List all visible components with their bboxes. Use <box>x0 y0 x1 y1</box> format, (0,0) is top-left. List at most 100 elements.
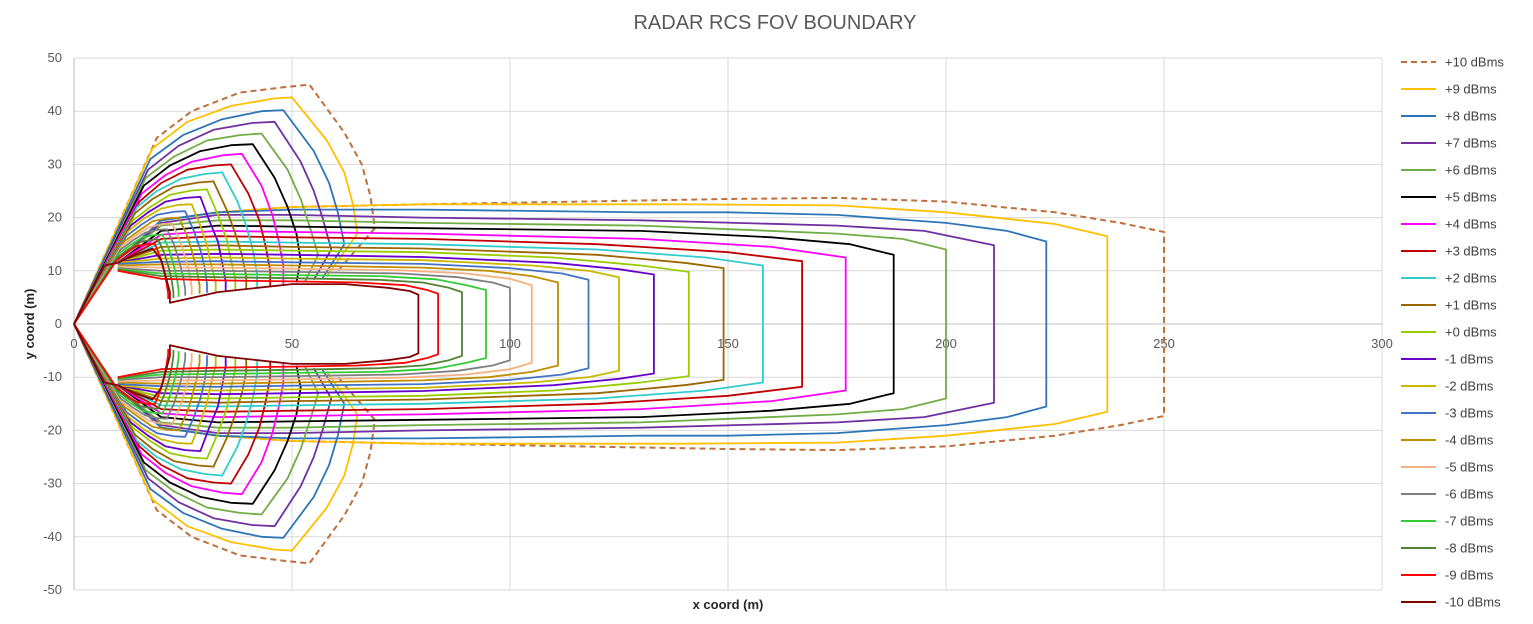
legend-label: -8 dBms <box>1445 541 1494 556</box>
series-minus8-dbms <box>73 238 463 410</box>
series-short-lobe-upper <box>73 109 346 325</box>
series-plus4-dbms <box>73 152 847 496</box>
series-short-lobe-lower <box>73 323 201 432</box>
series-wide-beam <box>116 203 1109 445</box>
series-wide-beam <box>117 260 590 388</box>
series-lines <box>73 83 1165 565</box>
legend-label: -3 dBms <box>1445 406 1494 421</box>
x-tick-label: 250 <box>1153 336 1175 351</box>
y-tick-label: -50 <box>43 582 62 597</box>
legend-item: -2 dBms <box>1401 379 1494 394</box>
x-tick-labels: 0 50 100 150 200 250 300 <box>70 336 1392 351</box>
legend-item: +2 dBms <box>1401 271 1497 286</box>
legend-item: -7 dBms <box>1401 514 1494 529</box>
legend-item: +3 dBms <box>1401 244 1497 259</box>
series-plus6-dbms <box>73 132 947 516</box>
legend-label: -9 dBms <box>1445 568 1494 583</box>
legend-item: +1 dBms <box>1401 298 1497 313</box>
legend-label: +7 dBms <box>1445 136 1497 151</box>
y-tick-label: 50 <box>48 50 62 65</box>
legend-label: +4 dBms <box>1445 217 1497 232</box>
series-wide-beam <box>117 219 947 429</box>
legend-label: -7 dBms <box>1445 514 1494 529</box>
series-plus10-dbms <box>73 83 1165 565</box>
series-wide-beam <box>117 268 463 380</box>
series-wide-beam <box>116 208 1048 440</box>
series-wide-beam <box>117 256 620 392</box>
series-short-lobe-upper <box>73 195 227 325</box>
legend-label: +9 dBms <box>1445 82 1497 97</box>
series-short-lobe-lower <box>73 323 346 539</box>
legend-label: +0 dBms <box>1445 325 1497 340</box>
legend-item: +9 dBms <box>1401 82 1497 97</box>
series-wide-beam <box>117 265 533 383</box>
chart-title: RADAR RCS FOV BOUNDARY <box>633 12 916 34</box>
legend-item: -10 dBms <box>1401 595 1501 610</box>
legend-label: -4 dBms <box>1445 433 1494 448</box>
series-short-lobe-upper <box>73 228 187 325</box>
series-minus7-dbms <box>73 233 487 415</box>
series-wide-beam <box>117 269 440 379</box>
legend-item: +8 dBms <box>1401 109 1497 124</box>
series-short-lobe-upper <box>73 233 180 325</box>
series-short-lobe-upper <box>73 216 201 325</box>
series-short-lobe-lower <box>73 323 193 426</box>
legend-item: -4 dBms <box>1401 433 1494 448</box>
series-plus0-dbms <box>73 188 690 460</box>
series-short-lobe-lower <box>73 323 106 383</box>
series-wide-beam <box>117 252 655 396</box>
x-tick-label: 150 <box>717 336 739 351</box>
legend-label: +10 dBms <box>1445 55 1504 70</box>
series-short-lobe-upper <box>73 242 170 325</box>
series-short-lobe-lower <box>73 323 359 552</box>
series-wide-beam <box>117 244 725 404</box>
series-short-lobe-lower <box>73 323 333 528</box>
legend-label: +6 dBms <box>1445 163 1497 178</box>
series-wide-beam <box>117 248 690 400</box>
x-tick-label: 300 <box>1371 336 1393 351</box>
series-plus7-dbms <box>73 120 995 528</box>
series-wide-beam <box>117 267 511 381</box>
series-short-lobe-lower <box>73 323 237 460</box>
legend-label: -5 dBms <box>1445 460 1494 475</box>
series-wide-beam <box>104 247 420 401</box>
legend-item: -9 dBms <box>1401 568 1494 583</box>
y-tick-labels: 50 40 30 20 10 0 -10 -20 -30 -40 -50 <box>43 50 62 597</box>
series-short-lobe-upper <box>73 222 193 325</box>
y-axis-label: y coord (m) <box>22 289 37 360</box>
series-minus6-dbms <box>73 228 511 420</box>
series-wide-beam <box>117 240 764 408</box>
legend-item: +5 dBms <box>1401 190 1497 205</box>
series-short-lobe-lower <box>73 323 227 453</box>
legend-item: +7 dBms <box>1401 136 1497 151</box>
series-wide-beam <box>117 229 847 419</box>
legend-label: +3 dBms <box>1445 244 1497 259</box>
series-wide-beam <box>117 224 895 424</box>
legend-label: -2 dBms <box>1445 379 1494 394</box>
series-short-lobe-lower <box>73 323 285 496</box>
y-tick-label: -20 <box>43 422 62 437</box>
series-short-lobe-upper <box>73 188 237 325</box>
series-wide-beam <box>117 213 995 435</box>
legend-item: -8 dBms <box>1401 541 1494 556</box>
series-plus8-dbms <box>73 109 1048 539</box>
y-tick-label: 30 <box>48 156 62 171</box>
legend-label: +5 dBms <box>1445 190 1497 205</box>
y-tick-label: 0 <box>55 316 62 331</box>
y-tick-label: -10 <box>43 369 62 384</box>
legend-item: -6 dBms <box>1401 487 1494 502</box>
x-tick-label: 0 <box>70 336 77 351</box>
series-short-lobe-lower <box>73 323 376 565</box>
legend-label: -1 dBms <box>1445 352 1494 367</box>
x-axis-label: x coord (m) <box>693 597 764 612</box>
series-wide-beam <box>117 235 803 413</box>
y-tick-label: 20 <box>48 210 62 225</box>
series-short-lobe-upper <box>73 132 320 325</box>
legend: +10 dBms +9 dBms +8 dBms +7 dBms +6 dBms +5 d… <box>1401 55 1504 610</box>
y-tick-label: 10 <box>48 263 62 278</box>
series-minus10-dbms <box>73 247 420 401</box>
legend-item: -1 dBms <box>1401 352 1494 367</box>
series-short-lobe-lower <box>73 323 320 516</box>
y-tick-label: -30 <box>43 476 62 491</box>
legend-item: +10 dBms <box>1401 55 1504 70</box>
